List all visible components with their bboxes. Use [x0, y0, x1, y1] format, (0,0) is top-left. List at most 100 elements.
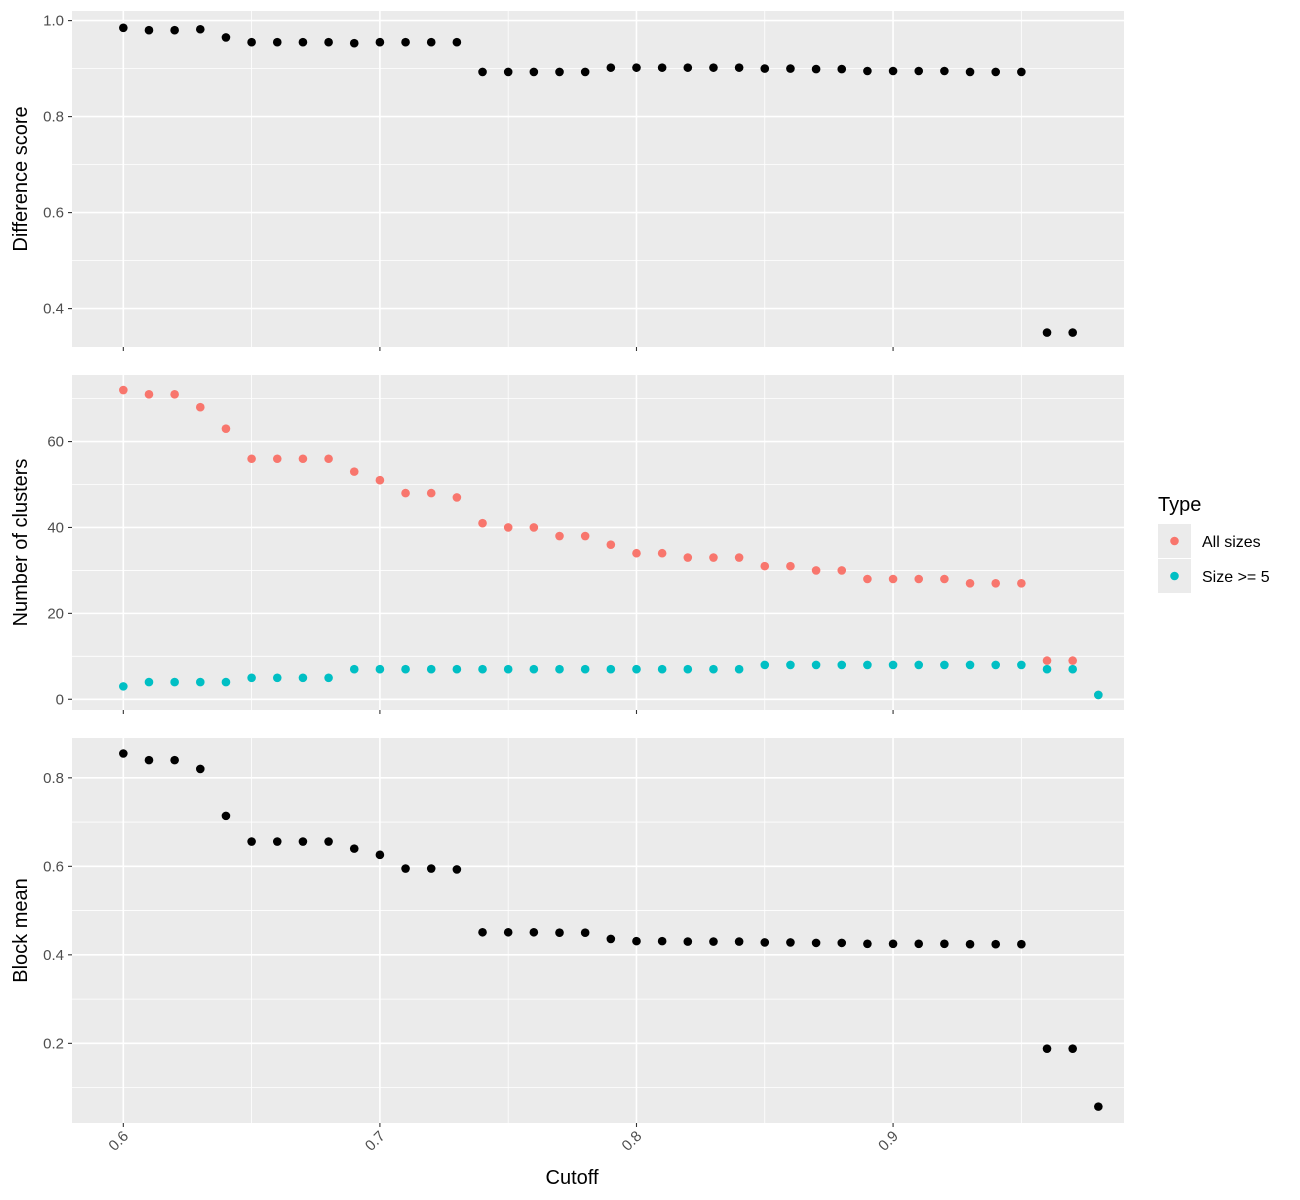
data-point [349, 467, 359, 476]
data-point [503, 927, 513, 937]
data-point [478, 927, 487, 937]
data-point [298, 454, 308, 464]
data-point [221, 677, 231, 687]
data-point [811, 660, 821, 670]
data-point [529, 664, 539, 674]
data-point [349, 38, 359, 48]
y-tick-label: 0.2 [43, 1035, 64, 1052]
data-point [221, 424, 231, 433]
y-tick-label: 0.4 [43, 947, 64, 964]
series-size-5 [119, 660, 1103, 700]
data-point [837, 660, 847, 670]
data-point [760, 938, 770, 947]
data-point [940, 66, 949, 76]
data-point [452, 37, 462, 47]
data-point [709, 63, 718, 72]
data-point [298, 837, 308, 846]
data-point [1068, 328, 1077, 337]
data-point [349, 664, 359, 674]
data-point [452, 664, 462, 674]
data-point [863, 574, 872, 584]
y-axis-title: Difference score [10, 106, 32, 251]
data-point [555, 928, 564, 938]
data-point [734, 553, 744, 562]
data-point [888, 939, 898, 949]
data-point [657, 548, 667, 558]
data-point [426, 864, 436, 873]
data-point [1042, 328, 1052, 337]
data-point [426, 37, 436, 47]
y-tick-label: 0.8 [43, 770, 64, 787]
data-point [452, 493, 462, 502]
data-point [580, 664, 590, 674]
y-tick-label: 0.6 [43, 205, 64, 222]
data-point [606, 664, 616, 674]
data-point [195, 677, 205, 687]
legend-label: Size >= 5 [1202, 569, 1270, 586]
data-point [555, 67, 564, 77]
data-point [247, 673, 256, 683]
data-point [272, 673, 282, 683]
data-point [837, 566, 847, 575]
data-point [863, 939, 872, 949]
data-point [221, 811, 231, 821]
data-point [760, 64, 770, 73]
data-point [965, 579, 975, 588]
data-point [426, 664, 436, 674]
data-point [401, 864, 410, 873]
data-point [195, 764, 205, 774]
y-tick-label: 0 [56, 691, 64, 708]
data-point [144, 755, 154, 765]
data-point [606, 63, 616, 72]
data-point [709, 664, 718, 674]
data-point [580, 531, 590, 541]
panel-top: 0.4 0.6 0.8 1.0 Difference score [10, 11, 1124, 351]
data-point [837, 64, 847, 74]
data-point [144, 677, 154, 687]
data-point [811, 566, 821, 575]
data-point [170, 390, 179, 399]
data-point [375, 37, 385, 47]
data-point [657, 936, 667, 946]
data-point [940, 939, 949, 949]
data-point [786, 64, 795, 73]
y-tick-label: 0.8 [43, 109, 64, 126]
data-point [863, 66, 872, 76]
data-point [632, 548, 641, 558]
data-point [119, 749, 128, 758]
data-point [734, 937, 744, 946]
data-point [632, 936, 641, 946]
legend-key-point [1170, 536, 1179, 546]
data-point [657, 664, 667, 674]
data-point [683, 664, 693, 674]
data-point [1068, 656, 1077, 665]
panel-background [72, 375, 1124, 710]
panel-background [72, 738, 1124, 1123]
data-point [683, 553, 693, 562]
data-point [914, 939, 924, 949]
data-point [478, 518, 487, 528]
y-tick-label: 0.6 [43, 858, 64, 875]
data-point [786, 938, 795, 947]
y-tick-label: 40 [47, 519, 64, 536]
data-point [1042, 656, 1052, 665]
y-tick-label: 0.4 [43, 301, 64, 318]
data-point [965, 67, 975, 77]
data-point [811, 64, 821, 74]
panel-background [72, 11, 1124, 347]
data-point [272, 837, 282, 846]
data-point [324, 837, 333, 846]
data-point [888, 660, 898, 670]
y-tick-label: 20 [47, 605, 64, 622]
data-point [529, 67, 539, 77]
data-point [1094, 690, 1103, 700]
data-point [247, 837, 256, 846]
data-point [170, 677, 179, 687]
data-point [1068, 1044, 1077, 1053]
data-point [760, 561, 770, 571]
data-point [195, 402, 205, 412]
data-point [1042, 664, 1052, 674]
data-point [760, 660, 770, 670]
data-point [375, 475, 385, 485]
data-point [1094, 1102, 1103, 1111]
